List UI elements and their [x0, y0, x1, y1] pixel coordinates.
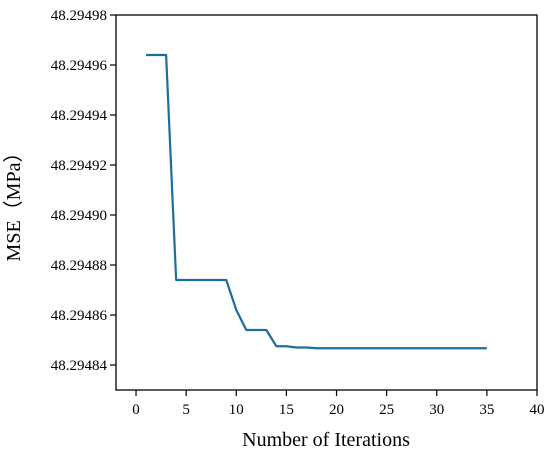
x-axis-label: Number of Iterations [242, 429, 410, 451]
x-tick-label: 10 [229, 402, 244, 418]
y-tick-label: 48.29498 [51, 8, 107, 24]
series-layer [146, 53, 487, 350]
x-tick-label: 25 [379, 402, 394, 418]
series-line [146, 53, 487, 350]
y-tick-label: 48.29496 [51, 58, 108, 74]
y-tick-label: 48.29488 [51, 258, 107, 274]
y-tick-label: 48.29494 [51, 108, 108, 124]
plot-area [115, 14, 538, 391]
y-tick-label: 48.29486 [51, 308, 108, 324]
y-tick-label: 48.29492 [51, 158, 107, 174]
y-axis-ticks: 48.29484 48.29486 48.29488 48.29490 48.29492… [51, 8, 116, 374]
y-axis-label: MSE（MPa） [2, 143, 25, 262]
x-tick-label: 40 [530, 402, 545, 418]
plot-frame [115, 14, 538, 391]
x-axis-ticks: 0 5 10 15 20 25 30 35 40 [132, 390, 545, 418]
y-tick-label: 48.29484 [51, 358, 108, 374]
x-tick-label: 30 [429, 402, 444, 418]
x-tick-label: 5 [182, 402, 190, 418]
x-tick-label: 0 [132, 402, 140, 418]
x-tick-label: 20 [329, 402, 344, 418]
x-tick-label: 15 [279, 402, 294, 418]
x-tick-label: 35 [479, 402, 494, 418]
y-tick-label: 48.29490 [51, 208, 107, 224]
